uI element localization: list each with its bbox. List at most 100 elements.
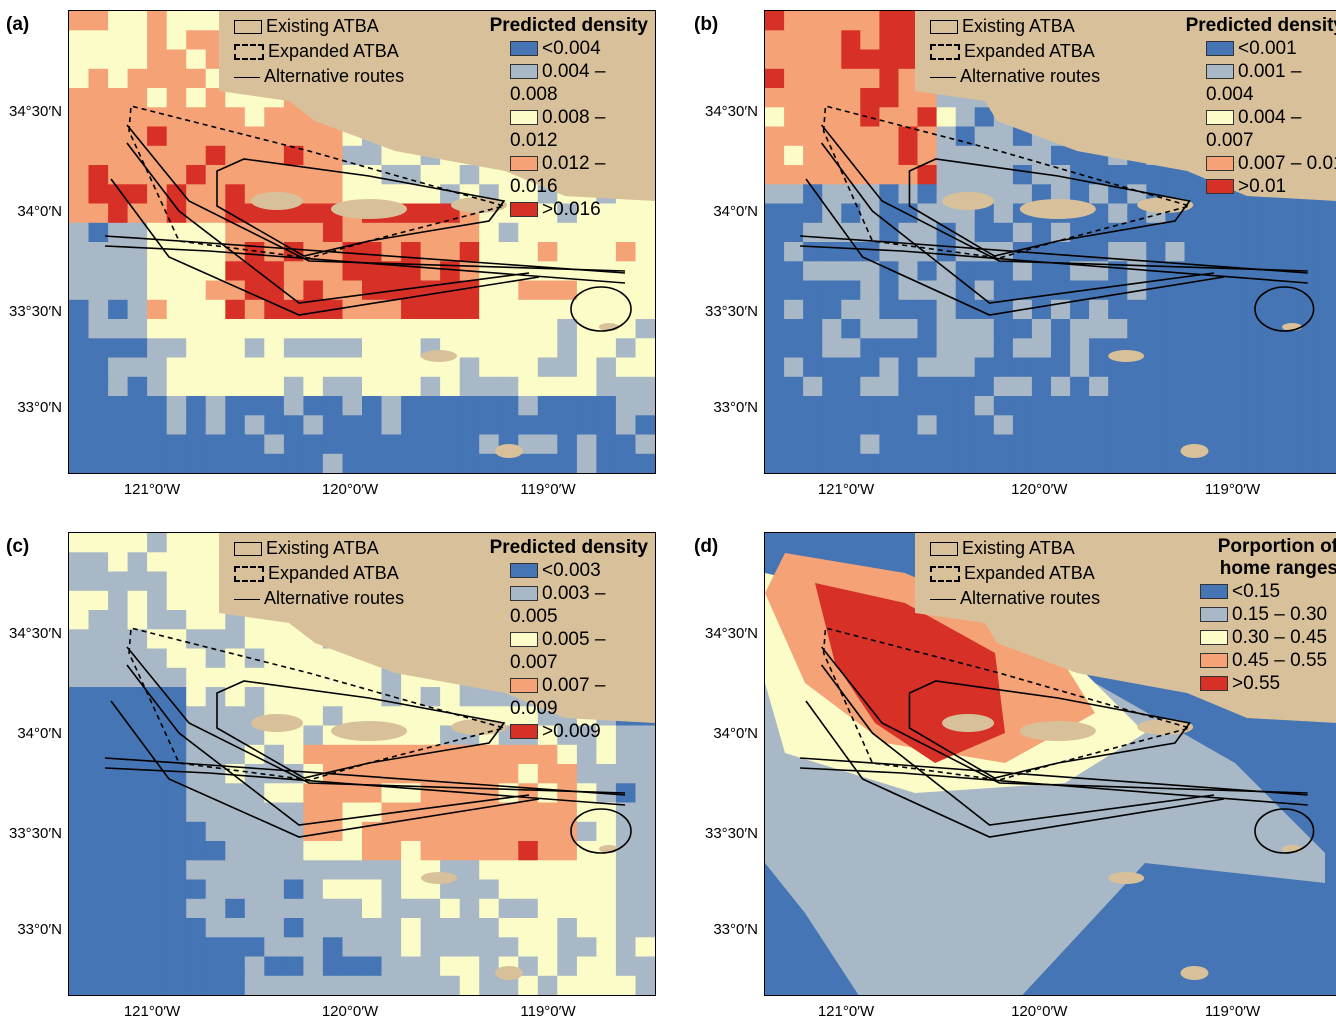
line-key: Existing ATBA Expanded ATBA Alternative ro… — [930, 14, 1100, 89]
legend-label: <0.004 — [542, 38, 601, 59]
grid-cell — [459, 937, 480, 958]
grid-cell — [186, 49, 207, 70]
grid-cell — [1260, 396, 1281, 416]
grid-cell — [244, 280, 265, 301]
grid-cell — [784, 203, 804, 224]
grid-cell — [784, 434, 804, 455]
grid-cell — [186, 841, 207, 861]
grid-cell — [1222, 203, 1243, 224]
mainland — [915, 11, 1336, 201]
y-tick-label: 34°30′N — [8, 103, 62, 120]
grid-cell — [322, 975, 343, 995]
grid-cell — [860, 222, 880, 243]
grid-cell — [244, 629, 265, 650]
y-tick-label: 34°0′N — [17, 203, 62, 220]
grid-cell — [479, 879, 500, 900]
grid-cell — [936, 280, 957, 301]
grid-cell — [69, 879, 90, 900]
grid-cell — [1317, 396, 1336, 416]
grid-cell — [362, 222, 383, 243]
grid-cell — [498, 376, 519, 397]
grid-cell — [166, 280, 187, 301]
grid-cell — [108, 49, 129, 70]
grid-cell — [860, 11, 880, 31]
grid-cell — [166, 744, 187, 765]
grid-cell — [1222, 222, 1243, 243]
grid-cell — [765, 376, 785, 397]
grid-cell — [205, 126, 226, 147]
grid-cell — [225, 396, 246, 416]
grid-cell — [879, 376, 900, 397]
grid-cell — [879, 184, 900, 205]
grid-cell — [420, 687, 441, 707]
x-tick-label: 121°0′W — [123, 1003, 181, 1020]
grid-cell — [147, 338, 168, 359]
grid-cell — [1051, 222, 1071, 243]
expanded-atba — [822, 626, 1193, 781]
island — [942, 192, 995, 210]
grid-cell — [147, 126, 168, 147]
grid-cell — [803, 280, 823, 301]
grid-cell — [127, 571, 148, 592]
grid-cell — [765, 145, 785, 166]
grid-cell — [860, 453, 880, 473]
grid-cell — [635, 764, 655, 784]
grid-cell — [1051, 338, 1071, 359]
grid-cell — [127, 898, 148, 919]
grid-cell — [917, 261, 938, 282]
grid-cell — [841, 453, 861, 473]
grid-cell — [498, 396, 519, 416]
grid-cell — [264, 107, 285, 128]
x-tick-label: 119°0′W — [520, 1003, 576, 1020]
density-map — [765, 11, 1336, 473]
grid-cell — [381, 376, 402, 397]
grid-cell — [381, 434, 402, 455]
grid-cell — [615, 725, 636, 746]
grid-cell — [1146, 338, 1166, 359]
grid-cell — [1127, 434, 1147, 455]
grid-cell — [147, 802, 168, 823]
grid-cell — [264, 648, 285, 669]
grid-cell — [225, 764, 246, 784]
grid-cell — [576, 357, 597, 378]
grid-cell — [440, 937, 461, 958]
grid-cell — [784, 453, 804, 473]
grid-cell — [1108, 280, 1128, 301]
grid-cell — [557, 376, 578, 397]
grid-cell — [166, 687, 187, 707]
grid-cell — [264, 629, 285, 650]
island — [451, 197, 507, 213]
density-map — [765, 533, 1336, 995]
grid-cell — [420, 203, 441, 224]
grid-cell — [420, 434, 441, 455]
legend-label: 0.004 – 0.007 — [1206, 107, 1302, 151]
grid-cell — [936, 396, 957, 416]
grid-cell — [127, 764, 148, 784]
grid-cell — [1184, 242, 1205, 262]
grid-cell — [1127, 415, 1147, 436]
grid-cell — [322, 165, 343, 185]
grid-cell — [322, 376, 343, 397]
grid-cell — [459, 396, 480, 416]
legend-label: 0.007 – 0.01 — [1238, 153, 1336, 174]
grid-cell — [322, 783, 343, 804]
grid-cell — [186, 725, 207, 746]
grid-cell — [166, 725, 187, 746]
grid-cell — [1260, 338, 1281, 359]
grid-cell — [362, 319, 383, 339]
grid-cell — [127, 937, 148, 958]
grid-cell — [420, 261, 441, 282]
legend-label: 0.005 – 0.007 — [510, 629, 606, 673]
density-legend: Porportion of home ranges <0.15 0.15 – 0.3… — [1198, 536, 1336, 695]
grid-cell — [244, 319, 265, 339]
grid-cell — [108, 764, 129, 784]
grid-cell — [765, 299, 785, 320]
grid-cell — [127, 68, 148, 89]
grid-cell — [264, 396, 285, 416]
grid-cell — [615, 222, 636, 243]
grid-cell — [166, 11, 187, 31]
grid-cell — [127, 821, 148, 842]
grid-cell — [557, 415, 578, 436]
grid-cell — [518, 357, 539, 378]
grid-cell — [1012, 184, 1033, 205]
